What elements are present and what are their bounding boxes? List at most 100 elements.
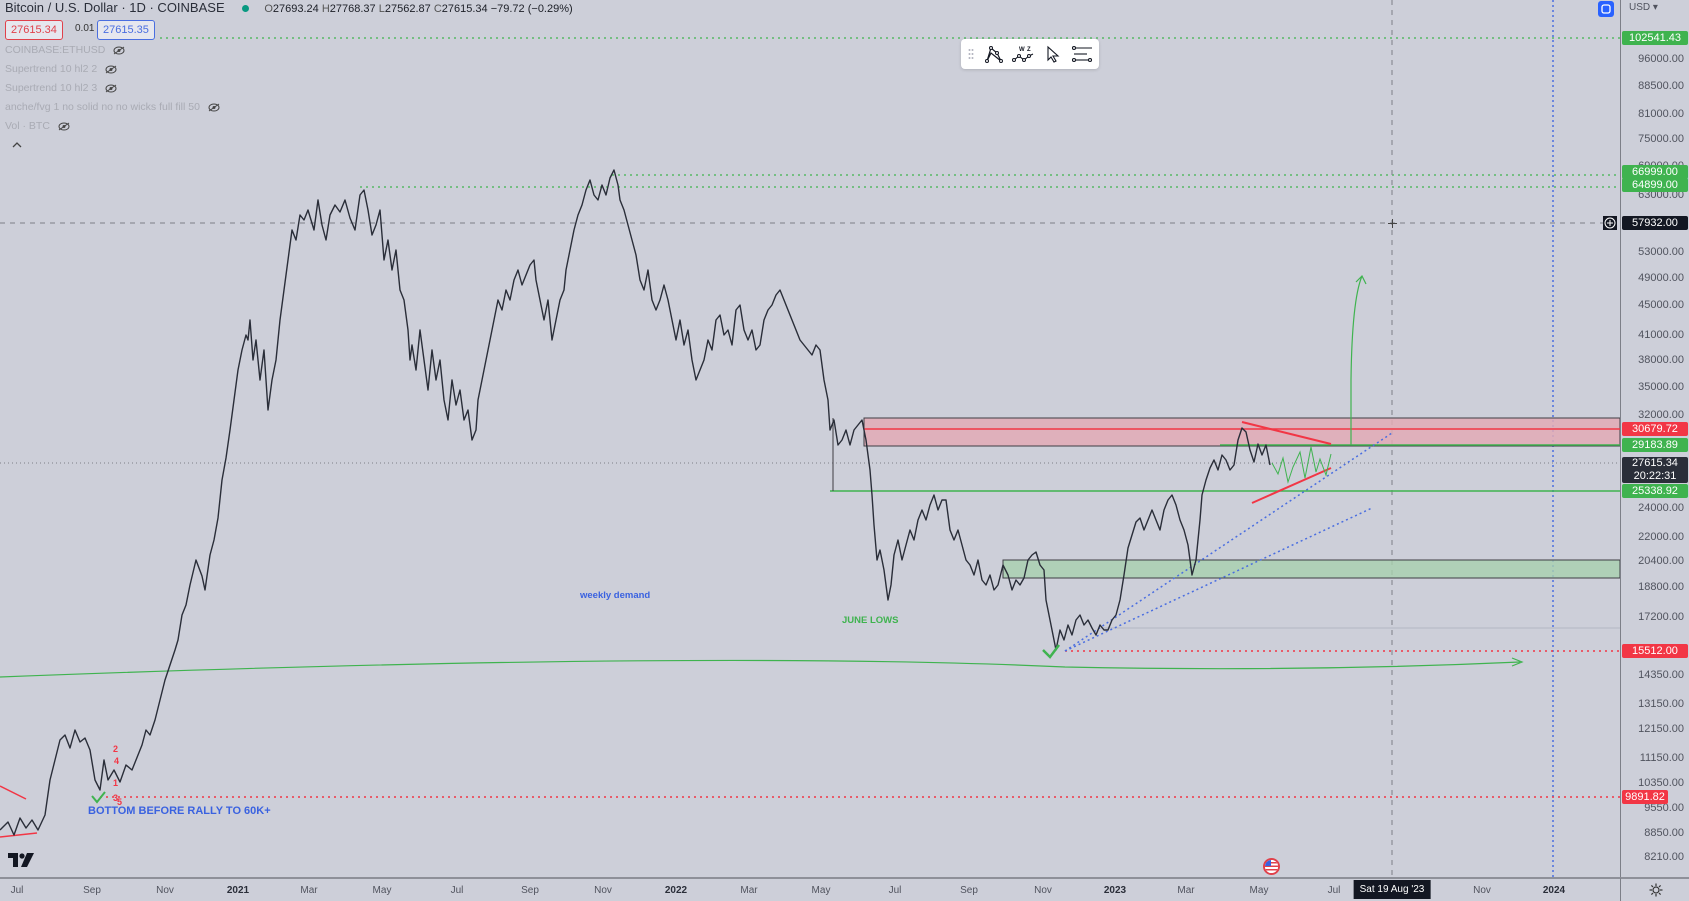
price-chart-canvas[interactable] [0, 0, 1620, 877]
chevron-down-icon: ▾ [1652, 2, 1658, 13]
crosshair-price-tag: 57932.00 [1622, 216, 1688, 230]
eye-hidden-icon[interactable] [58, 122, 70, 131]
low-value: 27562.87 [384, 3, 431, 15]
time-tick: Nov [1473, 885, 1491, 896]
time-tick: May [1249, 885, 1269, 896]
market-status-dot [241, 4, 249, 12]
time-tick: Nov [156, 885, 174, 896]
ohlc-values: O27693.24 H27768.37 L27562.87 C27615.34 … [264, 3, 572, 15]
price-tick: 13150.00 [1638, 698, 1684, 710]
price-tag-30679: 30679.72 [1622, 422, 1688, 436]
price-tick: 14350.00 [1638, 669, 1684, 681]
time-axis[interactable]: Jul Sep Nov 2021 Mar May Jul Sep Nov 202… [0, 877, 1620, 901]
price-tick: 63000.00 [1638, 189, 1684, 201]
close-label: C [433, 3, 442, 15]
study-label: Supertrend 10 hl2 2 [5, 63, 98, 75]
currency-dropdown[interactable]: USD ▾ [1629, 2, 1658, 13]
study-label: COINBASE:ETHUSD [5, 44, 106, 56]
eye-hidden-icon[interactable] [113, 46, 125, 55]
drag-handle-icon[interactable] [967, 42, 976, 66]
time-tick: Nov [594, 885, 612, 896]
annotation-june-lows[interactable]: JUNE LOWS [842, 615, 899, 626]
high-label: H [321, 3, 330, 15]
buy-price-button[interactable]: 27615.35 [97, 20, 155, 40]
price-tick: 81000.00 [1638, 108, 1684, 120]
price-tag-102541: 102541.43 [1622, 31, 1688, 45]
open-label: O [264, 3, 273, 15]
gear-icon [1649, 883, 1662, 897]
wave-label-1[interactable]: 1 [113, 778, 119, 788]
xabcd-pattern-button[interactable] [984, 42, 1005, 66]
time-tick: Mar [740, 885, 758, 896]
us-economic-event-flag-icon[interactable] [1263, 858, 1280, 875]
time-tick: Jul [888, 885, 902, 896]
symbol-legend: Bitcoin / U.S. Dollar · 1D · COINBASE O2… [5, 0, 573, 15]
study-label: anche/fvg 1 no solid no no wicks full fi… [5, 101, 200, 113]
last-price-value: 27615.34 [1632, 457, 1678, 469]
chart-settings-button[interactable] [1620, 877, 1689, 901]
svg-text:W: W [1019, 47, 1025, 53]
time-tick: Mar [1177, 885, 1195, 896]
time-tick: Jul [1327, 885, 1341, 896]
wave-label-2[interactable]: 2 [113, 744, 119, 754]
time-tick: Nov [1034, 885, 1052, 896]
annotation-bottom-before-rally[interactable]: BOTTOM BEFORE RALLY TO 60K+ [88, 805, 271, 817]
time-tick: Sep [960, 885, 978, 896]
sell-price-button[interactable]: 27615.34 [5, 20, 63, 40]
study-volume[interactable]: Vol · BTC [5, 120, 70, 132]
study-label: Vol · BTC [5, 120, 50, 132]
price-tag-25338: 25338.92 [1622, 484, 1688, 498]
price-tick: 96000.00 [1638, 53, 1684, 65]
price-tick: 22000.00 [1638, 531, 1684, 543]
collapse-legend-chevron-up-icon[interactable] [12, 141, 22, 148]
open-value: 27693.24 [272, 3, 319, 15]
last-price-tag: 27615.34 20:22:31 [1622, 457, 1688, 483]
wave-label-5[interactable]: 5 [117, 797, 123, 807]
study-supertrend-2[interactable]: Supertrend 10 hl2 2 [5, 63, 117, 75]
price-tag-64899: 64899.00 [1622, 178, 1688, 192]
wave-label-3[interactable]: 3 [113, 793, 119, 803]
settings-lines-icon [1071, 45, 1093, 63]
add-alert-plus-icon[interactable] [1603, 216, 1617, 230]
sync-button[interactable] [1598, 1, 1614, 17]
low-label: L [378, 3, 385, 15]
study-ethusd[interactable]: COINBASE:ETHUSD [5, 44, 125, 56]
price-tick: 17200.00 [1638, 611, 1684, 623]
price-tick: 49000.00 [1638, 272, 1684, 284]
annotation-weekly-demand[interactable]: weekly demand [580, 590, 651, 601]
tradingview-logo-icon[interactable] [8, 852, 34, 868]
time-tick: 2023 [1103, 885, 1127, 896]
cursor-button[interactable] [1042, 42, 1063, 66]
wave-label-4[interactable]: 4 [114, 756, 120, 766]
price-tick: 24000.00 [1638, 502, 1684, 514]
object-settings-button[interactable] [1071, 42, 1093, 66]
svg-text:Z: Z [1027, 47, 1031, 53]
currency-label: USD [1629, 2, 1651, 13]
cursor-arrow-icon [1047, 45, 1060, 63]
eye-hidden-icon[interactable] [208, 103, 220, 112]
xabcd-pattern-icon [984, 46, 1003, 63]
price-tick: 75000.00 [1638, 133, 1684, 145]
time-tick: 2021 [226, 885, 250, 896]
time-tick: Jul [450, 885, 464, 896]
symbol-title[interactable]: Bitcoin / U.S. Dollar · 1D · COINBASE [5, 0, 225, 15]
price-tick: 35000.00 [1638, 381, 1684, 393]
price-tag-66999: 66999.00 [1622, 165, 1688, 179]
chart-pane[interactable]: Bitcoin / U.S. Dollar · 1D · COINBASE O2… [0, 0, 1620, 877]
eye-hidden-icon[interactable] [105, 84, 117, 93]
study-anche-fvg[interactable]: anche/fvg 1 no solid no no wicks full fi… [5, 101, 220, 113]
price-tick: 32000.00 [1638, 409, 1684, 421]
price-tick: 11150.00 [1639, 752, 1684, 764]
price-axis[interactable]: USD ▾ 96000.00 88500.00 81000.00 75000.0… [1620, 0, 1689, 877]
price-tick: 53000.00 [1638, 246, 1684, 258]
price-tick: 10350.00 [1638, 777, 1684, 789]
price-tick: 8850.00 [1644, 827, 1684, 839]
eye-hidden-icon[interactable] [105, 65, 117, 74]
price-tag-9891: 9891.82 [1622, 790, 1668, 804]
study-supertrend-3[interactable]: Supertrend 10 hl2 3 [5, 82, 117, 94]
price-tick: 8210.00 [1644, 851, 1684, 863]
price-tick: 18800.00 [1638, 581, 1684, 593]
